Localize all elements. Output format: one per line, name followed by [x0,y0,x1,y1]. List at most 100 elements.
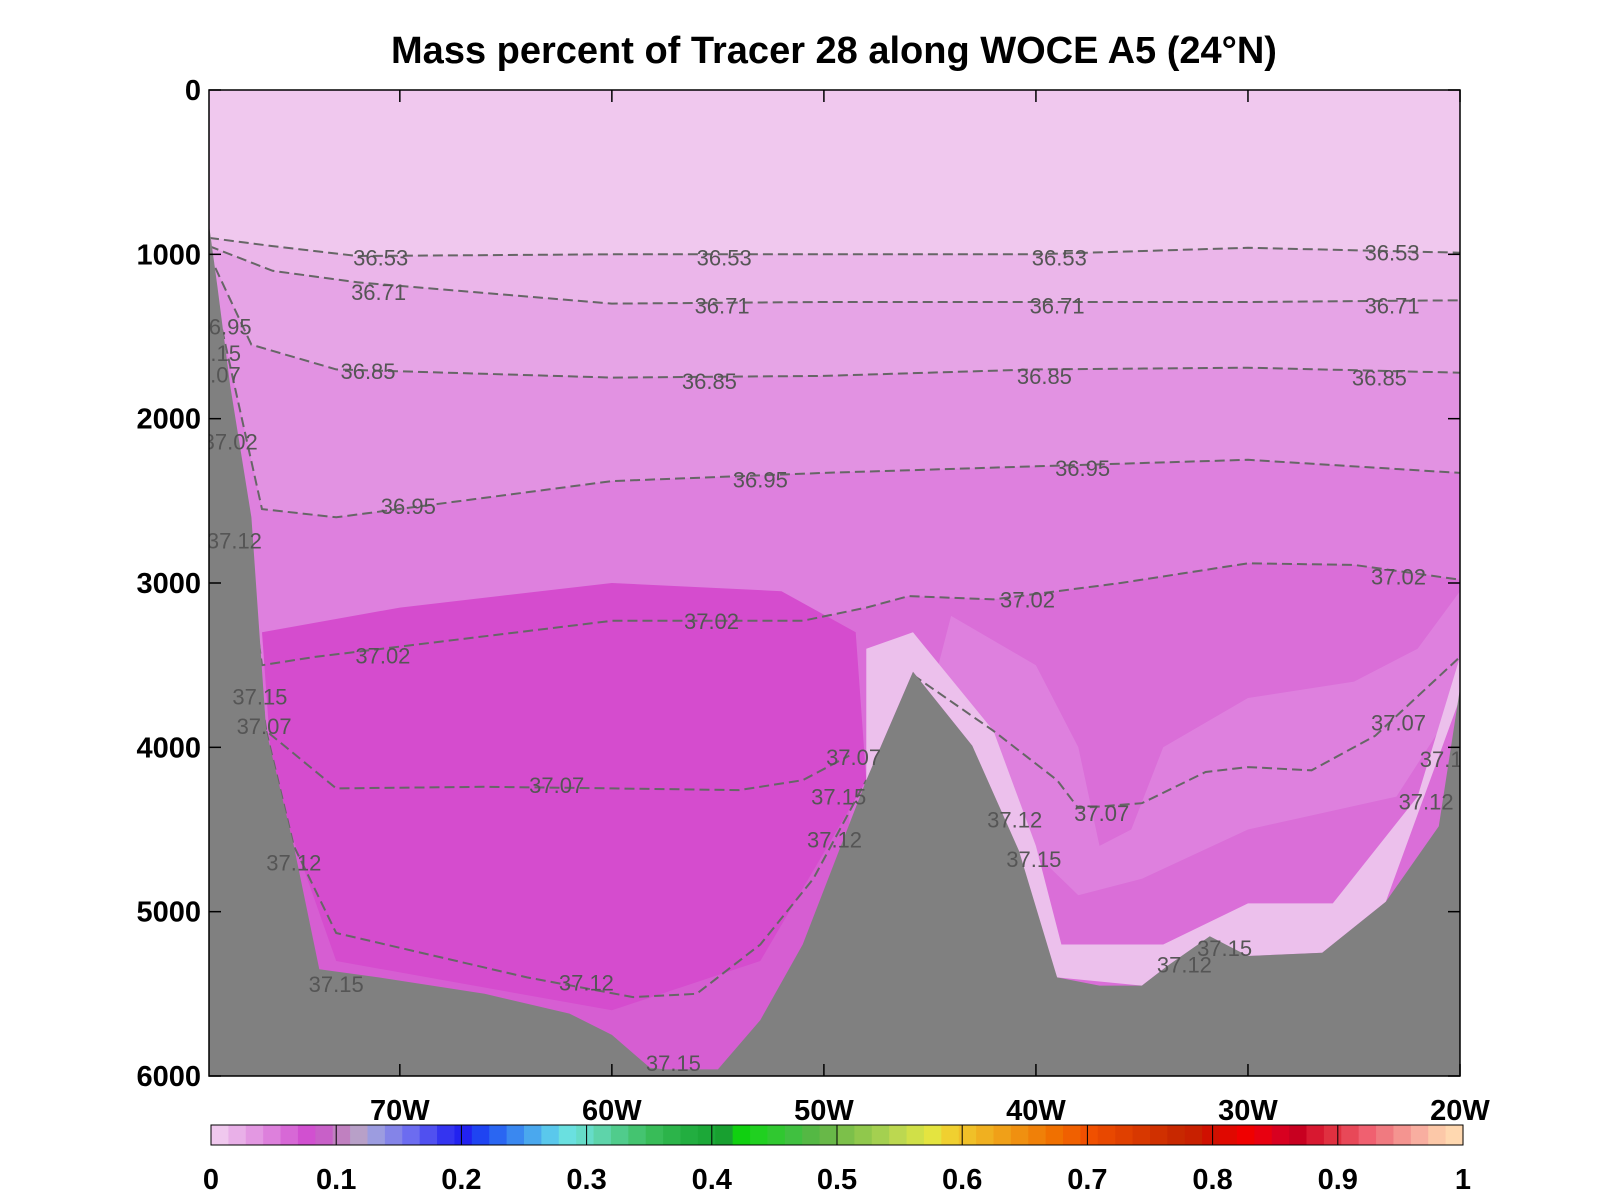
colorbar-swatch [889,1125,908,1145]
contour-label: 36.53 [697,246,752,271]
contour-label: 36.85 [1352,366,1407,391]
colorbar-swatch [541,1125,560,1145]
colorbar-swatch [1445,1125,1464,1145]
colorbar-tick-label: 0.5 [817,1164,857,1196]
colorbar-swatch [1306,1125,1325,1145]
contour-label: 37.02 [203,430,258,455]
colorbar-swatch [837,1125,855,1145]
colorbar-swatch [767,1125,786,1145]
x-tick-label: 40W [1006,1095,1066,1127]
contour-label: 36.53 [1032,246,1087,271]
contour-label: 36.71 [695,293,750,318]
y-tick-label: 1000 [136,239,201,271]
colorbar-swatch [297,1125,316,1145]
colorbar-swatch [1202,1125,1221,1145]
colorbar-swatch [332,1125,351,1145]
colorbar-swatch [350,1125,369,1145]
contour-label: 37.12 [266,850,321,875]
contour-line [912,656,1460,810]
colorbar-swatch [732,1125,751,1145]
colorbar-swatch [1010,1125,1029,1145]
colorbar-swatch [906,1125,925,1145]
x-tick-label: 20W [1430,1095,1490,1127]
filled-contour-bands [209,237,1460,1076]
chart-title: Mass percent of Tracer 28 along WOCE A5 … [391,30,1277,72]
colorbar-swatch [923,1125,942,1145]
colorbar-swatch [1167,1125,1186,1145]
contour-label: 36.53 [1365,241,1420,266]
colorbar-swatch [784,1125,803,1145]
y-tick-label: 2000 [136,404,201,436]
colorbar-swatch [1219,1125,1238,1145]
contour-line [209,236,1460,258]
colorbar-swatch [1028,1125,1047,1145]
x-tick-label: 50W [794,1095,854,1127]
colorbar-swatch [228,1125,247,1145]
contour-label: 36.95 [733,468,788,493]
contour-label: 37.07 [1371,711,1426,736]
y-tick-label: 0 [185,75,201,107]
colorbar-swatch [280,1125,299,1145]
contour-band [929,591,1460,896]
colorbar-swatch [645,1125,664,1145]
colorbar-swatch [1150,1125,1168,1145]
contour-label: 37.07 [826,745,881,770]
colorbar-swatch [489,1125,508,1145]
colorbar-swatch [506,1125,525,1145]
colorbar-swatch [593,1125,612,1145]
colorbar-swatch [1045,1125,1064,1145]
colorbar-swatch [680,1125,699,1145]
colorbar-swatch [871,1125,890,1145]
contour-line [209,253,1460,379]
colorbar-swatch [1323,1125,1342,1145]
colorbar-swatch [263,1125,282,1145]
contour-line [209,303,850,792]
contour-label: 37.12 [807,827,862,852]
y-axis: 0 1000 2000 3000 4000 5000 6000 [136,75,1460,1093]
contour-label: 37.02 [355,643,410,668]
colorbar-swatch [941,1125,960,1145]
contour-label: 37.12 [1157,952,1212,977]
contour-line [265,730,868,999]
colorbar-swatch [1063,1125,1082,1145]
contour-label: 37.07 [529,773,584,798]
contour-line [209,287,1460,667]
x-axis: 70W 60W 50W 40W 30W 20W [370,90,1490,1127]
colorbar-tick-label: 0 [203,1164,219,1196]
colorbar-swatch [610,1125,629,1145]
y-tick-label: 5000 [136,897,201,929]
colorbar-tick-label: 0.8 [1192,1164,1232,1196]
x-tick-label: 70W [370,1095,430,1127]
contour-label: 6.95 [209,315,252,340]
colorbar-tick-label: 0.9 [1318,1164,1358,1196]
y-tick-label: 4000 [136,732,201,764]
colorbar-swatch [993,1125,1012,1145]
contour-label: 37.12 [559,970,614,995]
contour-line [209,270,1460,519]
contour-label: 36.95 [1055,456,1110,481]
colorbar-swatch [628,1125,647,1145]
colorbar-swatch [315,1125,334,1145]
contour-label: 36.71 [1030,293,1085,318]
colorbar-swatch [1428,1125,1447,1145]
contour-label: 36.85 [682,369,737,394]
contour-label: 37.15 [646,1051,701,1076]
colorbar-swatch [419,1125,438,1145]
colorbar-swatch [802,1125,821,1145]
contour-label: 37.15 [1420,747,1475,772]
colorbar-tick-label: 0.6 [942,1164,982,1196]
contour-line [209,245,1460,305]
colorbar: 0 0.1 0.2 0.3 0.4 0.5 0.6 0.7 0.8 0.9 1 [203,1124,1471,1196]
colorbar-swatch [1393,1125,1412,1145]
y-tick-label: 3000 [136,568,201,600]
contour-label: 37.15 [309,972,364,997]
contour-labels: 36.53 36.53 36.53 36.53 36.71 36.71 36.71 36.71… [203,241,1475,1076]
colorbar-swatch [1097,1125,1116,1145]
colorbar-swatch [697,1125,716,1145]
contour-label: 36.71 [1365,293,1420,318]
colorbar-swatch [958,1125,977,1145]
colorbar-tick-label: 0.7 [1067,1164,1107,1196]
x-tick-label: 60W [582,1095,642,1127]
contour-label: 37.07 [237,714,292,739]
contour-lines [209,236,1460,999]
